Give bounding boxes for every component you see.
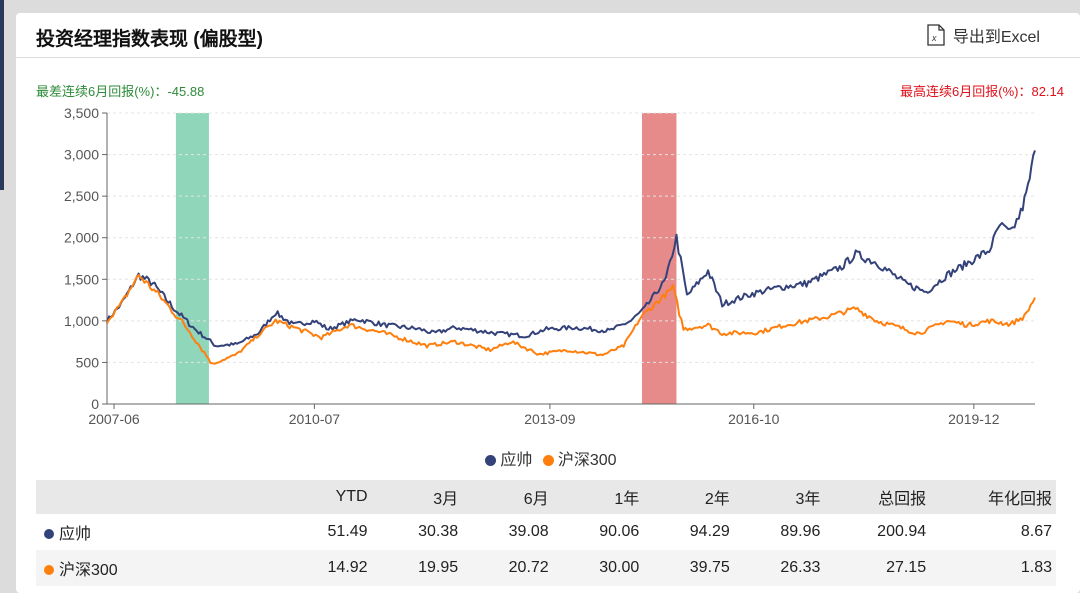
y-tick-label: 1,500 — [64, 271, 99, 287]
table-row: 应帅 51.49 30.38 39.08 90.06 94.29 89.96 2… — [36, 514, 1056, 550]
legend-item-fund[interactable]: 应帅 — [479, 452, 532, 469]
cell: 94.29 — [689, 523, 730, 540]
cell: 20.72 — [470, 550, 561, 586]
y-tick-label: 500 — [76, 354, 100, 370]
col-header: 6月 — [470, 480, 561, 514]
y-tick-label: 3,500 — [64, 105, 99, 121]
cell: 1.83 — [938, 550, 1056, 586]
y-tick-label: 2,500 — [64, 188, 99, 204]
series-line-fund — [106, 150, 1036, 348]
cell: 30.38 — [418, 523, 459, 540]
cell: 30.00 — [560, 550, 652, 586]
row-name: 应帅 — [36, 514, 289, 550]
window-edge — [0, 0, 4, 190]
worst-6m-return: 最差连续6月回报(%)：-45.88 — [36, 84, 205, 99]
col-header: 总回报 — [832, 480, 939, 514]
x-tick-label: 2019-12 — [948, 411, 1000, 427]
cell: 51.49 — [327, 523, 368, 540]
col-header: 2年 — [651, 480, 742, 514]
y-tick-label: 2,000 — [64, 230, 99, 246]
cell: 8.67 — [1020, 523, 1052, 540]
cell: 39.75 — [651, 550, 742, 586]
legend-dot-fund — [485, 455, 497, 466]
col-header: YTD — [289, 480, 380, 514]
cell: 90.06 — [599, 523, 640, 540]
card-header: 投资经理指数表现 (偏股型) x 导出到Excel — [16, 13, 1080, 58]
col-header: 3年 — [741, 480, 833, 514]
fund-manager-index-card: 投资经理指数表现 (偏股型) x 导出到Excel 最差连续6月回报(%)：-4… — [16, 13, 1080, 593]
cell: 14.92 — [289, 550, 380, 586]
col-header: 年化回报 — [938, 480, 1056, 514]
row-name-text: 沪深300 — [59, 562, 118, 579]
export-excel-button[interactable]: x 导出到Excel — [927, 23, 1040, 47]
legend-label-index: 沪深300 — [557, 452, 617, 469]
returns-table: YTD 3月 6月 1年 2年 3年 总回报 年化回报 应帅 51.49 30.… — [36, 480, 1056, 586]
x-tick-label: 2013-09 — [524, 411, 576, 427]
cell: 39.08 — [508, 523, 549, 540]
row-name: 沪深300 — [36, 550, 289, 586]
chart-legend: 应帅 沪深300 — [16, 446, 1080, 470]
table-row: 沪深300 14.92 19.95 20.72 30.00 39.75 26.3… — [36, 550, 1056, 586]
row-name-text: 应帅 — [59, 526, 92, 543]
svg-text:x: x — [931, 33, 937, 43]
x-tick-label: 2007-06 — [88, 411, 140, 427]
cell: 27.15 — [832, 550, 939, 586]
performance-line-chart: 0 500 1,000 1,500 2,000 2,500 3,000 3,500 2007-0… — [64, 105, 1036, 427]
export-label: 导出到Excel — [952, 29, 1040, 46]
series-line-index — [106, 274, 1036, 365]
cell: 19.95 — [379, 550, 471, 586]
cell: 26.33 — [741, 550, 833, 586]
y-tick-label: 1,000 — [64, 313, 99, 329]
excel-file-icon: x — [927, 24, 945, 46]
x-tick-label: 2010-07 — [289, 411, 341, 427]
y-tick-label: 0 — [91, 396, 99, 412]
cell: 200.94 — [877, 523, 927, 540]
y-tick-label: 3,000 — [64, 147, 99, 163]
series-dot — [44, 529, 54, 539]
x-tick-label: 2016-10 — [728, 411, 780, 427]
legend-dot-index — [542, 455, 554, 466]
legend-label-fund: 应帅 — [500, 452, 533, 469]
legend-item-index[interactable]: 沪深300 — [537, 452, 617, 469]
card-title: 投资经理指数表现 (偏股型) — [36, 29, 263, 50]
table-header-row: YTD 3月 6月 1年 2年 3年 总回报 年化回报 — [36, 480, 1056, 514]
col-header-name — [36, 480, 289, 514]
col-header: 3月 — [379, 480, 471, 514]
series-dot — [44, 565, 54, 575]
best-6m-return: 最高连续6月回报(%)：82.14 — [900, 84, 1064, 99]
band-worst-6m — [175, 113, 209, 404]
cell: 89.96 — [780, 523, 821, 540]
col-header: 1年 — [560, 480, 652, 514]
